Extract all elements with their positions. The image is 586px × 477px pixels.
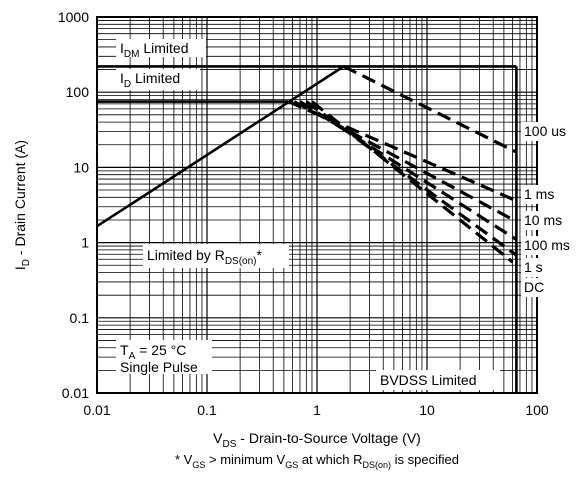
series-label: 1 ms	[524, 186, 554, 202]
label-bg	[376, 370, 500, 390]
series-label-bg	[521, 236, 577, 255]
conditions-temperature-label: TA = 25 °C	[120, 342, 186, 362]
y-tick-label: 10	[73, 159, 89, 175]
bvdss-limited-label: BVDSS Limited	[380, 372, 476, 388]
series-label-bg	[521, 258, 552, 277]
x-tick-label: 1	[313, 402, 321, 418]
tick-labels: 0.01 0.1 1 10 100 1000 100 10 1 0.1 0.01	[58, 9, 549, 418]
x-tick-label: 100	[525, 402, 549, 418]
label-bg	[116, 39, 206, 57]
rds-limited-label: Limited by RDS(on)*	[147, 247, 263, 267]
series-label: DC	[524, 279, 544, 295]
series-label-bg	[521, 278, 547, 297]
y-tick-label: 1	[81, 235, 89, 251]
soa-lines	[96, 64, 518, 393]
id-limited-label: ID Limited	[120, 70, 180, 90]
dashed-series-line	[311, 100, 514, 264]
dashed-series-line	[342, 64, 518, 154]
dashed-series-line	[299, 100, 518, 241]
series-label: 1 s	[524, 259, 543, 275]
dashed-series-line	[305, 100, 518, 257]
label-bg	[143, 244, 289, 268]
x-tick-label: 10	[419, 402, 435, 418]
y-axis-title: ID - Drain Current (A)	[12, 140, 32, 270]
y-tick-label: 0.01	[62, 385, 89, 401]
annotations: IDM Limited ID Limited Limited by RDS(on)*…	[116, 39, 577, 390]
y-tick-label: 1000	[58, 9, 89, 25]
boundary-line	[96, 65, 345, 228]
footnote: * VGS > minimum VGS at which RDS(on) is …	[175, 452, 459, 470]
label-bg	[116, 340, 212, 374]
plot-frame	[96, 16, 538, 394]
series-label: 100 us	[524, 123, 566, 139]
series-label-bg	[521, 185, 560, 204]
y-tick-label: 0.1	[70, 310, 90, 326]
series-label: 100 ms	[524, 237, 570, 253]
series-label: 10 ms	[524, 212, 562, 228]
x-tick-label: 0.01	[83, 402, 110, 418]
y-tick-label: 100	[66, 84, 90, 100]
x-axis-title: VDS - Drain-to-Source Voltage (V)	[213, 430, 421, 450]
x-tick-label: 0.1	[197, 402, 217, 418]
series-label-bg	[521, 122, 577, 141]
series-label-bg	[521, 211, 568, 230]
conditions-pulse-label: Single Pulse	[120, 359, 198, 375]
idm-limited-label: IDM Limited	[120, 40, 188, 60]
label-bg	[116, 69, 200, 90]
